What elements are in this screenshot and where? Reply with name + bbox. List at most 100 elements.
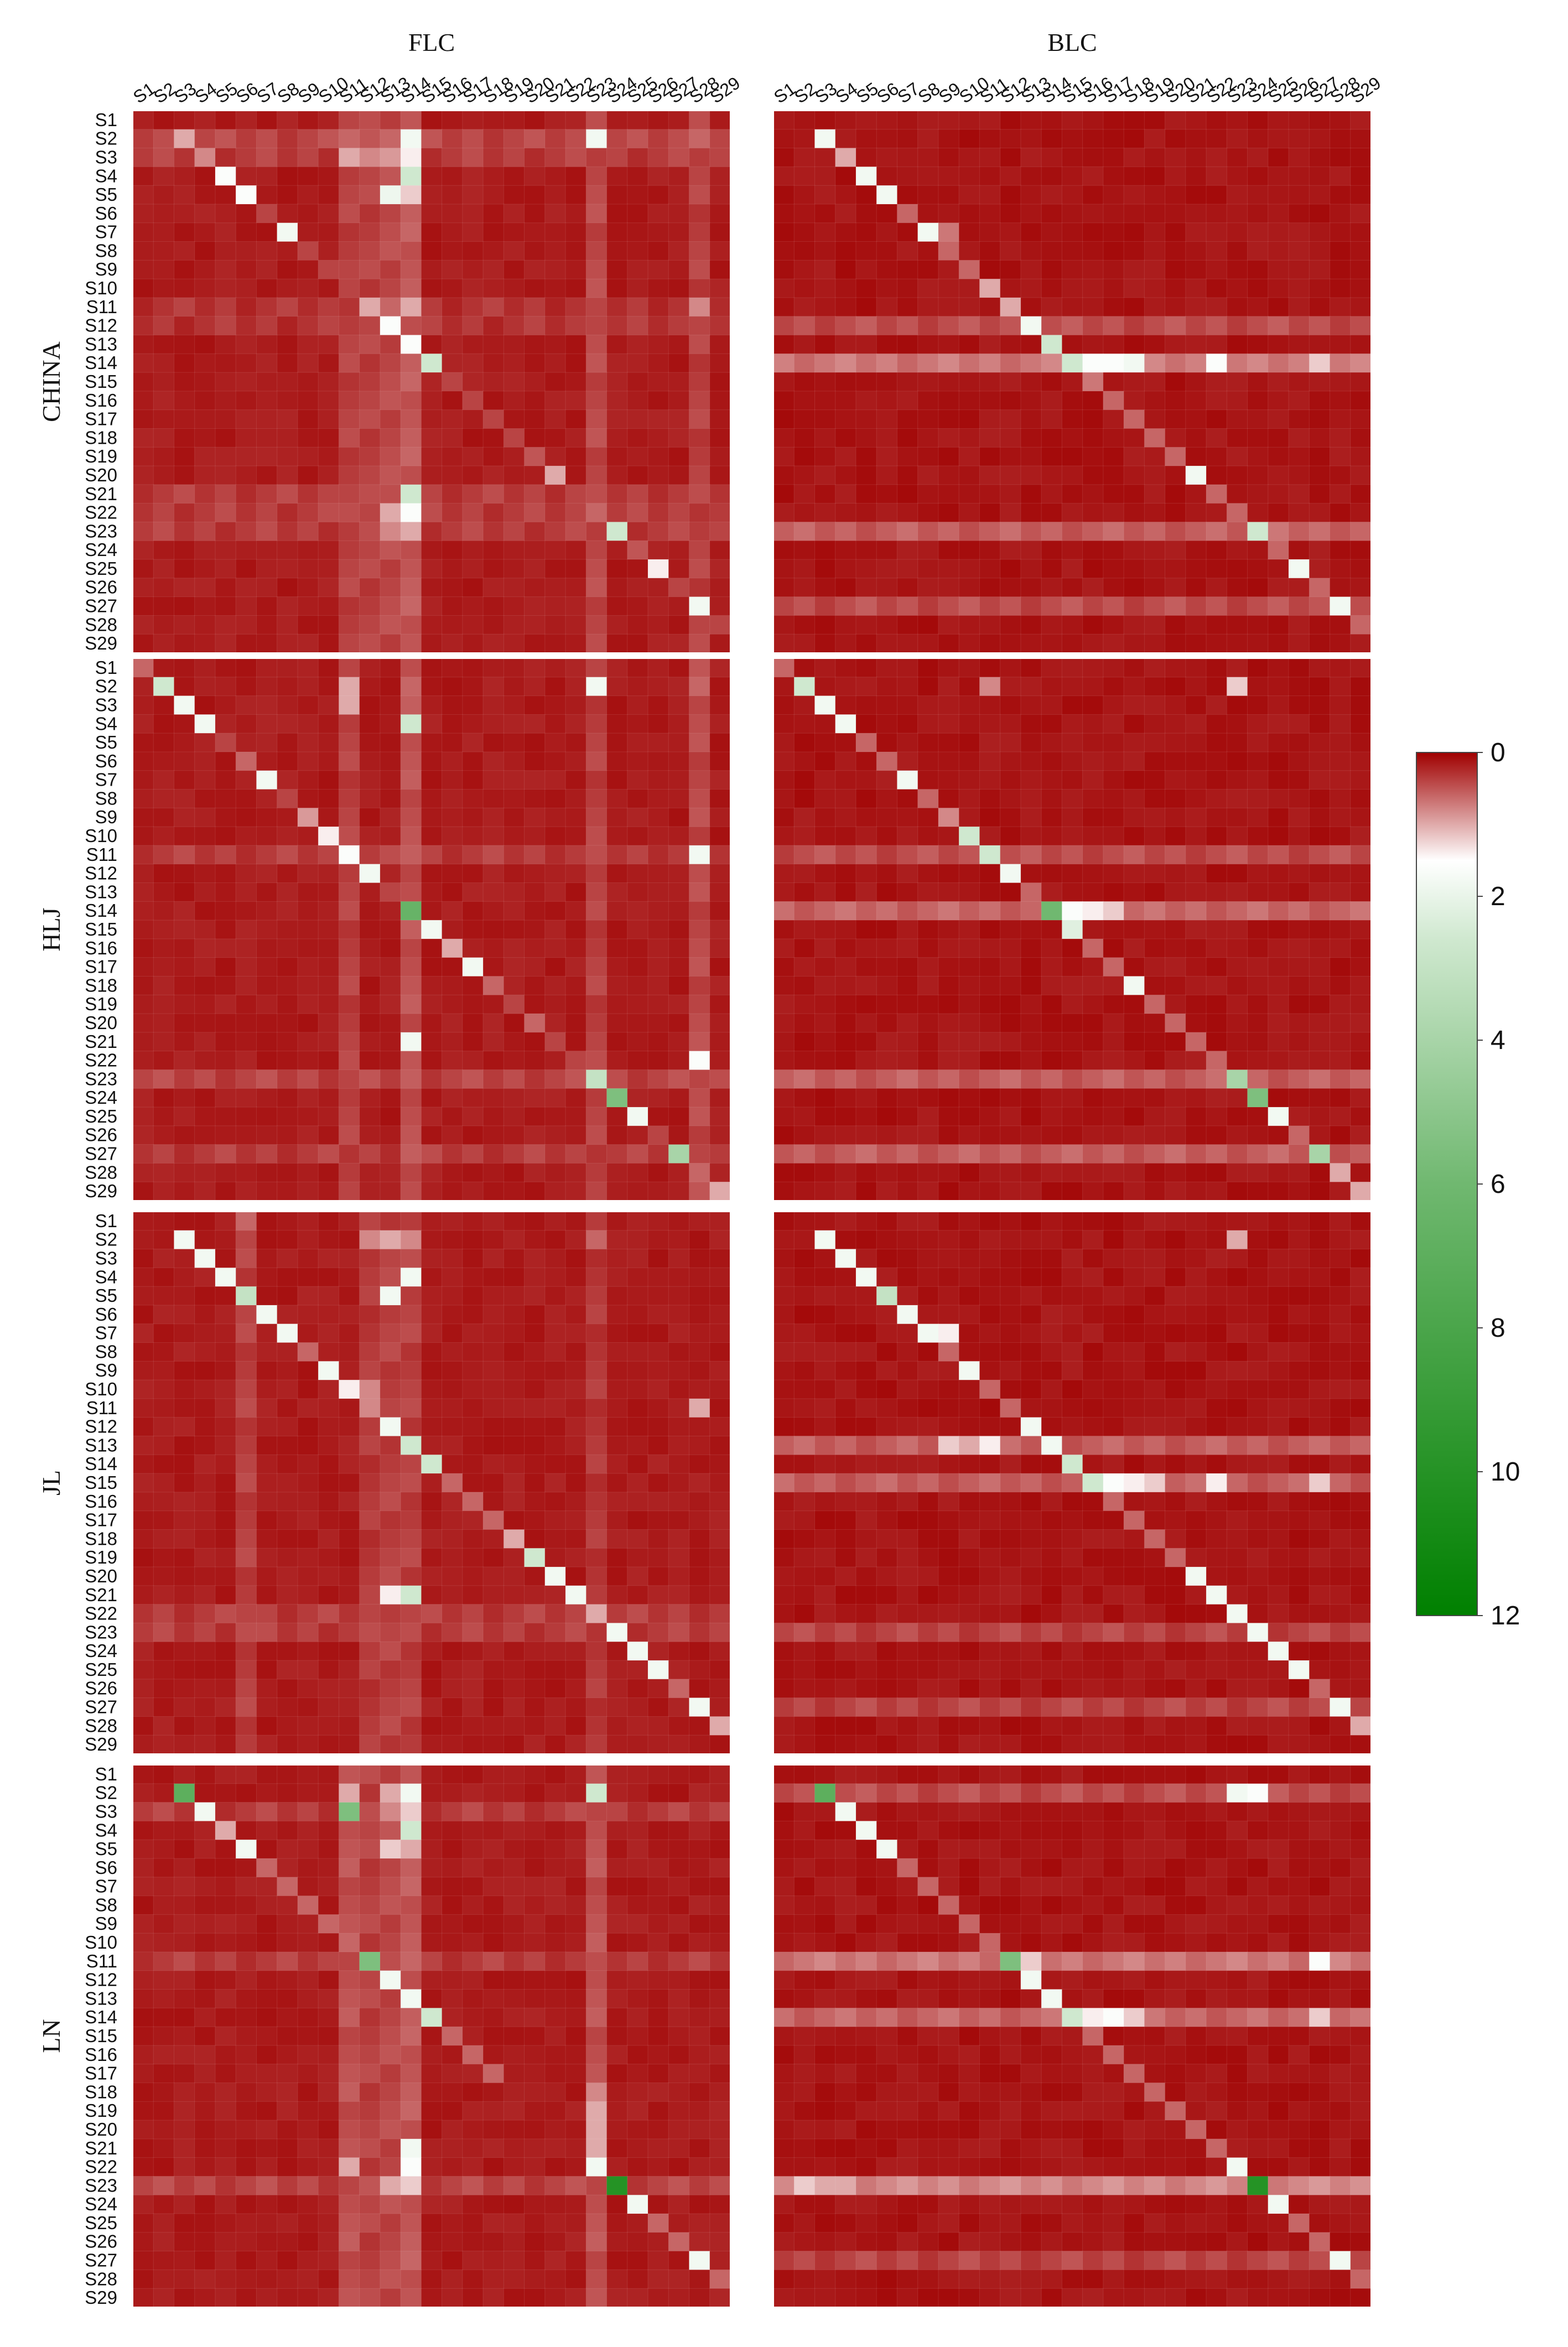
- heatmap-cell: [462, 278, 484, 299]
- heatmap-cell: [524, 901, 546, 921]
- heatmap-cell: [297, 1641, 319, 1661]
- heatmap-cell: [359, 110, 381, 130]
- heatmap-cell: [277, 259, 299, 280]
- heatmap-cell: [482, 1379, 505, 1400]
- heatmap-cell: [482, 1735, 505, 1755]
- heatmap-cell: [1144, 1398, 1166, 1418]
- heatmap-cell: [627, 1548, 649, 1568]
- heatmap-cell: [256, 807, 278, 828]
- heatmap-cell: [503, 1323, 525, 1343]
- heatmap-cell: [1041, 1125, 1063, 1145]
- heatmap-cell: [442, 975, 463, 996]
- heatmap-cell: [627, 1417, 649, 1437]
- heatmap-cell: [1350, 335, 1372, 355]
- heatmap-cell: [1206, 1032, 1228, 1052]
- heatmap-cell: [297, 110, 319, 130]
- heatmap-cell: [855, 634, 878, 654]
- heatmap-cell: [855, 1473, 878, 1493]
- heatmap-cell: [1350, 1660, 1372, 1680]
- heatmap-cell: [709, 1162, 731, 1183]
- heatmap-cell: [1288, 446, 1310, 467]
- heatmap-cell: [709, 1013, 731, 1033]
- heatmap-cell: [1165, 484, 1186, 504]
- heatmap-cell: [793, 789, 816, 809]
- heatmap-cell: [380, 428, 402, 448]
- heatmap-cell: [482, 1492, 505, 1512]
- heatmap-cell: [793, 1144, 816, 1164]
- heatmap-cell: [1103, 503, 1125, 523]
- heatmap-cell: [979, 615, 1001, 635]
- heatmap-cell: [1041, 677, 1063, 697]
- heatmap-cell: [318, 1342, 340, 1362]
- heatmap-cell: [938, 391, 960, 411]
- heatmap-cell: [1247, 1548, 1269, 1568]
- heatmap-cell: [958, 1181, 980, 1202]
- heatmap-cell: [958, 1125, 980, 1145]
- heatmap-cell: [318, 1529, 340, 1549]
- heatmap-cell: [503, 807, 525, 828]
- heatmap-cell: [1350, 484, 1372, 504]
- heatmap-cell: [256, 1697, 278, 1717]
- heatmap-cell: [1350, 129, 1372, 149]
- heatmap-cell: [235, 353, 257, 373]
- heatmap-cell: [606, 129, 628, 149]
- heatmap-cell: [773, 695, 795, 715]
- heatmap-cell: [793, 1510, 816, 1530]
- heatmap-cell: [1288, 1604, 1310, 1624]
- heatmap-cell: [1144, 1548, 1166, 1568]
- heatmap-cell: [1144, 278, 1166, 299]
- heatmap-cell: [503, 1286, 525, 1306]
- heatmap-cell: [318, 1013, 340, 1033]
- heatmap-cell: [938, 1230, 960, 1250]
- heatmap-cell: [297, 166, 319, 186]
- heatmap-cell: [1247, 634, 1269, 654]
- heatmap-cell: [814, 957, 836, 977]
- heatmap-cell: [855, 994, 878, 1015]
- heatmap-cell: [647, 1585, 669, 1605]
- heatmap-cell: [1000, 297, 1022, 317]
- heatmap-cell: [979, 596, 1001, 616]
- heatmap-cell: [876, 1697, 898, 1717]
- heatmap-cell: [338, 1305, 360, 1325]
- heatmap-cell: [773, 297, 795, 317]
- heatmap-cell: [606, 714, 628, 734]
- heatmap-cell: [585, 1069, 608, 1089]
- heatmap-cell: [442, 882, 463, 902]
- heatmap-cell: [297, 658, 319, 678]
- heatmap-cell: [503, 559, 525, 579]
- heatmap-cell: [1350, 578, 1372, 598]
- heatmap-cell: [917, 695, 939, 715]
- heatmap-cell: [958, 1529, 980, 1549]
- heatmap-cell: [709, 938, 731, 958]
- heatmap-cell: [1061, 826, 1083, 847]
- heatmap-cell: [896, 129, 918, 149]
- heatmap-cell: [153, 1125, 175, 1145]
- heatmap-cell: [420, 733, 443, 753]
- heatmap-cell: [1165, 129, 1186, 149]
- heatmap-cell: [835, 1398, 857, 1418]
- heatmap-cell: [1123, 503, 1145, 523]
- heatmap-cell: [668, 241, 690, 261]
- heatmap-cell: [1330, 297, 1351, 317]
- heatmap-cell: [420, 409, 443, 429]
- heatmap-cell: [773, 409, 795, 429]
- heatmap-cell: [256, 1679, 278, 1699]
- panel-frame: [132, 1211, 731, 1754]
- heatmap-cell: [917, 1267, 939, 1287]
- heatmap-cell: [1020, 615, 1042, 635]
- heatmap-cell: [938, 826, 960, 847]
- heatmap-cell: [235, 1679, 257, 1699]
- heatmap-cell: [1268, 484, 1290, 504]
- heatmap-cell: [1103, 540, 1125, 560]
- heatmap-cell: [1123, 1473, 1145, 1493]
- heatmap-cell: [1165, 1162, 1186, 1183]
- heatmap-cell: [835, 465, 857, 485]
- heatmap-cell: [1041, 714, 1063, 734]
- heatmap-cell: [297, 994, 319, 1015]
- heatmap-cell: [297, 148, 319, 168]
- heatmap-cell: [1288, 1069, 1310, 1089]
- heatmap-cell: [814, 1181, 836, 1202]
- heatmap-cell: [544, 335, 567, 355]
- heatmap-cell: [194, 1735, 216, 1755]
